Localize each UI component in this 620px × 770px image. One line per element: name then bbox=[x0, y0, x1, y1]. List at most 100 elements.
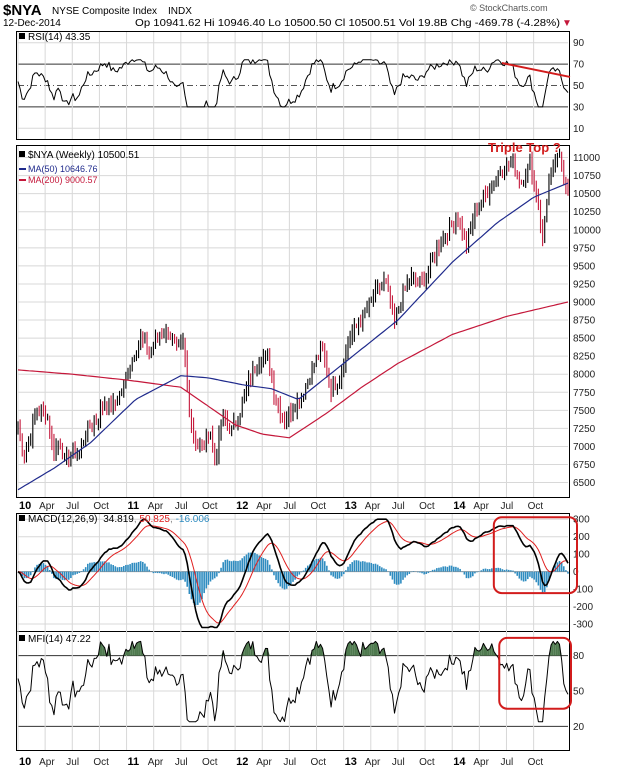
mfi-tick-label: 50 bbox=[573, 687, 585, 698]
ma50-legend: MA(50) 10646.76 bbox=[28, 164, 98, 174]
mfi-overbought-fill bbox=[246, 641, 249, 656]
mfi-highlight-box bbox=[498, 636, 572, 710]
mfi-overbought-fill bbox=[320, 644, 323, 656]
price-tick-label: 9500 bbox=[573, 261, 596, 272]
rsi-trendline bbox=[501, 62, 571, 78]
macd-legend-swatch bbox=[19, 515, 25, 521]
mfi-legend-swatch bbox=[19, 635, 25, 641]
mfi-overbought-fill bbox=[136, 641, 139, 656]
watermark: © StockCharts.com bbox=[470, 3, 548, 13]
x-tick-label: Jul bbox=[283, 501, 296, 512]
mfi-label: MFI(14) 47.22 bbox=[28, 634, 91, 645]
rsi-tick-label: 30 bbox=[573, 102, 585, 113]
x-axis: 10 10 Apr Apr Jul Jul Oct Oct 11 11 Apr Apr Jul Jul Oc… bbox=[19, 500, 543, 768]
x-tick-label: Oct bbox=[202, 501, 218, 512]
price-tick-label: 7750 bbox=[573, 388, 596, 399]
rsi-tick-label: 10 bbox=[573, 124, 585, 135]
mfi-overbought-fill bbox=[364, 647, 368, 656]
price-tick-label: 10750 bbox=[573, 171, 601, 182]
x-tick-label: Apr bbox=[365, 501, 381, 512]
mfi-overbought-fill bbox=[373, 641, 376, 656]
mfi-overbought-fill bbox=[481, 643, 484, 656]
rsi-tick-label: 50 bbox=[573, 81, 585, 92]
price-tick-label: 9000 bbox=[573, 298, 596, 309]
rsi-tick-label: 70 bbox=[573, 60, 585, 71]
mfi-overbought-fill bbox=[477, 650, 480, 656]
x-tick-label-bottom: Apr bbox=[365, 757, 381, 768]
ma200-line bbox=[17, 301, 569, 439]
price-tick-label: 8250 bbox=[573, 352, 596, 363]
macd-tick-label: 100 bbox=[573, 550, 590, 561]
x-tick-label-bottom: 13 bbox=[345, 756, 357, 768]
price-tick-label: 7250 bbox=[573, 424, 596, 435]
mfi-overbought-fill bbox=[381, 648, 384, 656]
x-tick-label: 11 bbox=[128, 500, 140, 512]
x-tick-label-bottom: Jul bbox=[66, 757, 79, 768]
y-axis-ticks: 90 70 50 30 10 11000 10750 10500 10250 10000 9750 9… bbox=[573, 38, 601, 733]
mfi-tick-label: 20 bbox=[573, 722, 585, 733]
mfi-overbought-fill bbox=[489, 643, 492, 656]
mfi-legend: MFI(14) 47.22 bbox=[19, 634, 91, 645]
mfi-overbought-fill bbox=[369, 643, 372, 656]
mfi-overbought-fill bbox=[352, 641, 355, 656]
mfi-overbought-fill bbox=[138, 641, 141, 656]
macd-label-prefix: MACD(12,26,9) bbox=[28, 514, 97, 525]
mfi-overbought-fill bbox=[371, 643, 374, 656]
mfi-series bbox=[17, 636, 572, 723]
index-name: NYSE Composite Index bbox=[52, 6, 157, 17]
x-tick-label: Apr bbox=[148, 501, 164, 512]
x-tick-label: Oct bbox=[93, 501, 109, 512]
x-tick-label-bottom: Jul bbox=[283, 757, 296, 768]
price-tick-label: 9750 bbox=[573, 243, 596, 254]
mfi-panel bbox=[16, 631, 570, 751]
macd-tick-label: 200 bbox=[573, 532, 590, 543]
mfi-overbought-fill bbox=[375, 641, 378, 656]
mfi-overbought-fill bbox=[100, 641, 103, 656]
price-tick-label: 10500 bbox=[573, 189, 601, 200]
x-tick-label-bottom: Apr bbox=[473, 757, 489, 768]
x-tick-label: 10 bbox=[19, 500, 31, 512]
mfi-overbought-fill bbox=[348, 641, 351, 656]
price-tick-label: 7000 bbox=[573, 442, 596, 453]
macd-value: 34.819 bbox=[103, 514, 134, 525]
macd-hist-value: -16.006 bbox=[176, 514, 210, 525]
mfi-overbought-fill bbox=[316, 641, 319, 656]
x-tick-label: Jul bbox=[66, 501, 79, 512]
mfi-overbought-fill bbox=[474, 647, 478, 656]
x-tick-label: Apr bbox=[256, 501, 272, 512]
price-tick-label: 6750 bbox=[573, 460, 596, 471]
price-tick-label: 10000 bbox=[573, 225, 601, 236]
triple-top-annotation: Triple Top ? bbox=[488, 140, 561, 155]
symbol-title: $NYA bbox=[3, 2, 42, 19]
rsi-legend-swatch bbox=[19, 33, 25, 39]
rsi-line bbox=[17, 59, 569, 108]
x-tick-label-bottom: 11 bbox=[128, 756, 140, 768]
x-tick-label-bottom: Jul bbox=[392, 757, 405, 768]
ma50-line bbox=[17, 182, 569, 491]
mfi-overbought-fill bbox=[354, 641, 357, 656]
price-tick-label: 6500 bbox=[573, 478, 596, 489]
price-legend: $NYA (Weekly) 10500.51 MA(50) 10646.76 M… bbox=[19, 150, 140, 185]
x-tick-label: 12 bbox=[236, 500, 248, 512]
mfi-overbought-fill bbox=[244, 643, 247, 656]
price-tick-label: 8000 bbox=[573, 370, 596, 381]
rsi-tick-label: 90 bbox=[573, 38, 585, 49]
macd-signal-line bbox=[17, 521, 569, 624]
macd-tick-label: 300 bbox=[573, 515, 590, 526]
x-tick-label-bottom: 14 bbox=[453, 756, 466, 768]
price-tick-label: 8750 bbox=[573, 316, 596, 327]
macd-series bbox=[17, 516, 578, 629]
rsi-label: RSI(14) 43.35 bbox=[28, 32, 91, 43]
exchange-label: INDX bbox=[168, 6, 192, 17]
price-legend-title: $NYA (Weekly) 10500.51 bbox=[28, 150, 140, 161]
price-series bbox=[17, 148, 569, 491]
price-tick-label: 8500 bbox=[573, 334, 596, 345]
price-tick-label: 10250 bbox=[573, 207, 601, 218]
macd-signal-value: 50.825 bbox=[139, 514, 170, 525]
x-tick-label: Jul bbox=[175, 501, 188, 512]
x-tick-label: 14 bbox=[453, 500, 466, 512]
x-tick-label-bottom: Oct bbox=[419, 757, 435, 768]
rsi-panel bbox=[16, 31, 570, 140]
x-tick-label: 13 bbox=[345, 500, 357, 512]
